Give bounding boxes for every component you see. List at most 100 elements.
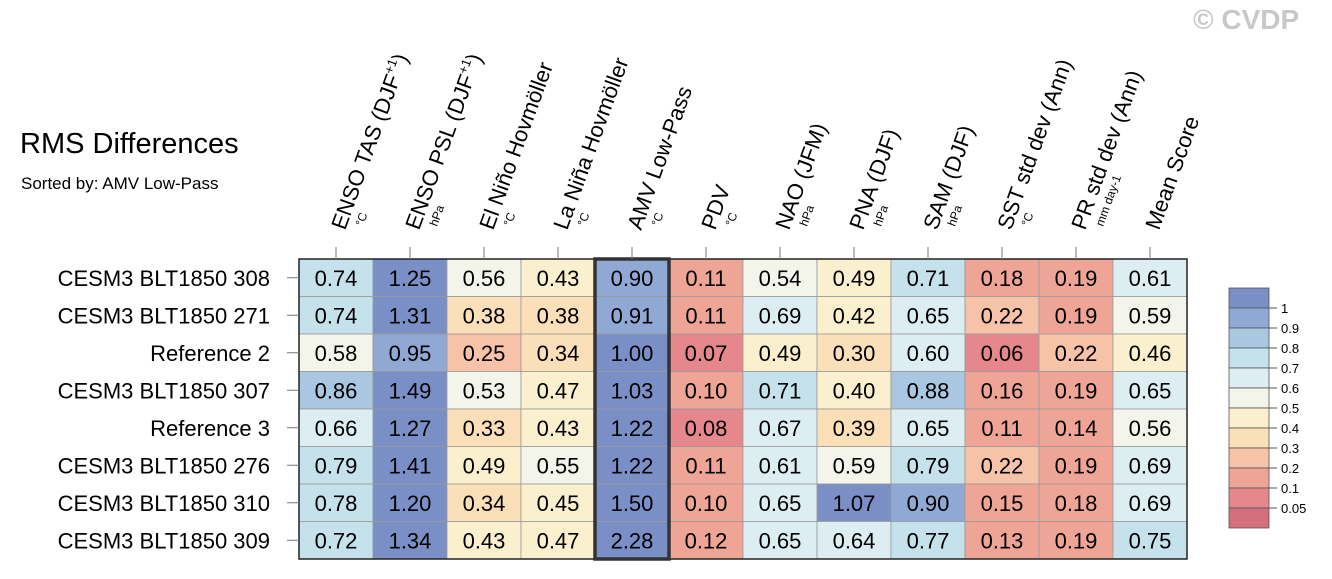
heatmap-cell (890, 333, 966, 372)
cell-value: 0.49 (833, 266, 876, 291)
cell-value: 0.33 (463, 416, 506, 441)
cell-value: 0.34 (537, 341, 580, 366)
row-label: CESM3 BLT1850 271 (58, 303, 270, 328)
heatmap-cell (668, 371, 744, 410)
cell-value: 0.90 (907, 491, 950, 516)
heatmap-cell (964, 446, 1040, 485)
colorbar-segment (1228, 287, 1270, 309)
heatmap-cell (298, 371, 374, 410)
cell-value: 0.07 (685, 341, 728, 366)
heatmap-cell (298, 408, 374, 447)
colorbar-segment (1228, 447, 1270, 469)
cell-value: 0.79 (907, 453, 950, 478)
heatmap-cell (890, 521, 966, 560)
colorbar-tick-label: 0.1 (1281, 481, 1299, 496)
cell-value: 0.38 (463, 303, 506, 328)
heatmap-cell (1112, 521, 1188, 560)
cell-value: 0.55 (537, 453, 580, 478)
heatmap-cell (446, 371, 522, 410)
cell-value: 0.18 (1055, 491, 1098, 516)
column-unit: °C (353, 210, 371, 228)
heatmap-cell (668, 296, 744, 335)
cell-value: 0.66 (315, 416, 358, 441)
heatmap-cell (1038, 371, 1114, 410)
watermark: © CVDP (1193, 4, 1300, 35)
cell-value: 0.90 (611, 266, 654, 291)
chart-title: RMS Differences (20, 128, 239, 160)
cell-value: 0.15 (981, 491, 1024, 516)
heatmap-cell (1038, 521, 1114, 560)
heatmap-cell (964, 371, 1040, 410)
colorbar-tick-label: 0.3 (1281, 441, 1299, 456)
colorbar-tick-label: 0.2 (1281, 461, 1299, 476)
heatmap-cell (890, 296, 966, 335)
heatmap-cell (816, 521, 892, 560)
heatmap-cell (964, 333, 1040, 372)
row-label: CESM3 BLT1850 309 (58, 528, 270, 553)
row-label: CESM3 BLT1850 276 (58, 453, 270, 478)
cell-value: 0.06 (981, 341, 1024, 366)
heatmap-cell (816, 408, 892, 447)
cell-value: 1.41 (389, 453, 432, 478)
cell-value: 0.65 (759, 528, 802, 553)
cell-value: 0.22 (981, 303, 1024, 328)
colorbar-segment (1228, 487, 1270, 509)
colorbar-segment (1228, 327, 1270, 349)
colorbar-segment (1228, 307, 1270, 329)
column-label: La Niña Hovmöller (548, 54, 633, 233)
column-label: ENSO PSL (DJF+1) (399, 50, 487, 233)
cell-value: 0.13 (981, 528, 1024, 553)
cell-value: 0.65 (907, 303, 950, 328)
cell-value: 0.71 (907, 266, 950, 291)
heatmap-cell (372, 258, 448, 297)
colorbar-tick-label: 0.4 (1281, 421, 1299, 436)
cell-value: 0.79 (315, 453, 358, 478)
cell-value: 0.61 (759, 453, 802, 478)
heatmap-cell (668, 408, 744, 447)
cell-value: 0.78 (315, 491, 358, 516)
cell-value: 0.69 (1129, 491, 1172, 516)
heatmap-cell (742, 446, 818, 485)
row-label: Reference 2 (150, 341, 270, 366)
colorbar-tick-label: 0.05 (1281, 501, 1306, 516)
column-label: Mean Score (1140, 113, 1204, 233)
cell-value: 0.88 (907, 378, 950, 403)
cell-value: 0.65 (759, 491, 802, 516)
cell-value: 1.49 (389, 378, 432, 403)
heatmap-cell (298, 333, 374, 372)
heatmap-cell (520, 408, 596, 447)
cell-value: 0.60 (907, 341, 950, 366)
heatmap-cell (298, 446, 374, 485)
cell-value: 0.38 (537, 303, 580, 328)
cell-value: 0.10 (685, 378, 728, 403)
heatmap-cell (520, 483, 596, 522)
cell-value: 1.22 (611, 416, 654, 441)
cell-value: 0.19 (1055, 303, 1098, 328)
cell-value: 1.03 (611, 378, 654, 403)
cell-value: 0.46 (1129, 341, 1172, 366)
cell-value: 1.00 (611, 341, 654, 366)
heatmap-cell (372, 371, 448, 410)
heatmap-cell (964, 521, 1040, 560)
cell-value: 0.71 (759, 378, 802, 403)
cell-value: 0.77 (907, 528, 950, 553)
cell-value: 0.61 (1129, 266, 1172, 291)
column-unit: °C (1019, 210, 1037, 228)
heatmap-cell (1038, 446, 1114, 485)
colorbar-segment (1228, 467, 1270, 489)
heatmap-cell (594, 296, 670, 335)
cell-value: 0.86 (315, 378, 358, 403)
cell-value: 0.19 (1055, 453, 1098, 478)
heatmap-cell (594, 446, 670, 485)
heatmap-cell (594, 408, 670, 447)
cell-value: 0.43 (537, 266, 580, 291)
heatmap-cell (1112, 258, 1188, 297)
heatmap-cell (668, 446, 744, 485)
heatmap-cell (372, 446, 448, 485)
grid-frame (298, 258, 1188, 560)
cell-value: 0.18 (981, 266, 1024, 291)
heatmap-cell (594, 483, 670, 522)
cell-value: 0.67 (759, 416, 802, 441)
cell-value: 0.54 (759, 266, 802, 291)
row-label: CESM3 BLT1850 310 (58, 491, 270, 516)
